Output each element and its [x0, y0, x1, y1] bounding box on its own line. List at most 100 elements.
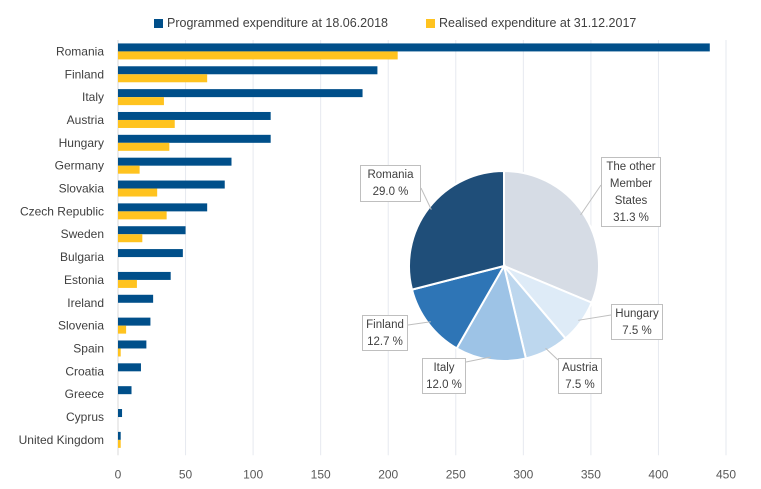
- bar-slovakia-realised: [118, 188, 158, 197]
- y-label-finland: Finland: [65, 67, 104, 81]
- pie-label-romania: Romania 29.0 %: [360, 165, 421, 202]
- pie-label-line: The other: [606, 161, 656, 173]
- pie-chart: [408, 169, 600, 362]
- bar-austria-realised: [118, 119, 175, 128]
- leader-line-hungary: [578, 314, 612, 321]
- legend: Programmed expenditure at 18.06.2018 Rea…: [0, 16, 761, 32]
- leader-line-italy: [465, 356, 491, 363]
- pie-slice-the-other-member-states: [503, 169, 600, 304]
- pie-label-line: Finland: [366, 319, 404, 331]
- bar-italy-realised: [118, 97, 164, 106]
- y-label-hungary: Hungary: [59, 136, 104, 150]
- pie-label-line: Austria: [562, 362, 598, 374]
- bar-slovenia-realised: [118, 325, 127, 334]
- y-label-sweden: Sweden: [61, 227, 104, 241]
- y-label-spain: Spain: [73, 341, 104, 355]
- bar-spain-programmed: [118, 340, 147, 349]
- bar-bulgaria-programmed: [118, 249, 183, 258]
- legend-swatch-programmed: [154, 18, 163, 28]
- leader-line-romania: [420, 187, 432, 210]
- pie-slice-finland: [410, 264, 507, 350]
- pie-label-line: 12.7 %: [367, 336, 403, 348]
- pie-label-hungary: Hungary 7.5 %: [611, 304, 663, 340]
- pie-label-line: 7.5 %: [565, 379, 595, 391]
- y-label-italy: Italy: [82, 90, 104, 104]
- bar-ireland-programmed: [118, 294, 154, 303]
- bar-italy-programmed: [118, 89, 363, 98]
- y-label-cyprus: Cyprus: [66, 410, 104, 424]
- pie-label-line: 7.5 %: [622, 325, 652, 337]
- x-tick-label: 450: [716, 467, 736, 481]
- bar-finland-realised: [118, 74, 208, 83]
- legend-item-programmed: Programmed expenditure at 18.06.2018: [154, 16, 388, 30]
- leader-line-austria: [545, 347, 559, 361]
- bar-cyprus-programmed: [118, 409, 123, 418]
- pie-leader-lines: [407, 184, 612, 363]
- bar-germany-realised: [118, 165, 140, 174]
- pie-label-austria: Austria 7.5 %: [558, 358, 602, 394]
- x-axis-ticks: 0 50 100 150 200 250 300 350 400 450: [115, 467, 737, 481]
- y-label-estonia: Estonia: [64, 273, 104, 287]
- bar-germany-programmed: [118, 157, 232, 166]
- pie-label-finland: Finland 12.7 %: [362, 315, 408, 351]
- y-label-croatia: Croatia: [65, 364, 104, 378]
- bar-estonia-programmed: [118, 271, 171, 280]
- pie-label-line: 31.3 %: [613, 212, 649, 224]
- x-tick-label: 400: [648, 467, 668, 481]
- y-label-slovenia: Slovenia: [58, 319, 104, 333]
- bar-romania-realised: [118, 51, 398, 60]
- pie-label-line: States: [614, 195, 648, 207]
- bar-czech-republic-programmed: [118, 203, 208, 212]
- pie-label-line: Romania: [367, 169, 414, 181]
- y-label-czech-republic: Czech Republic: [20, 204, 104, 218]
- legend-label-realised: Realised expenditure at 31.12.2017: [439, 16, 637, 30]
- y-label-bulgaria: Bulgaria: [60, 250, 104, 264]
- bar-slovakia-programmed: [118, 180, 225, 189]
- bars: [118, 43, 710, 448]
- legend-swatch-realised: [426, 18, 435, 28]
- bar-slovenia-programmed: [118, 317, 151, 326]
- pie-slice-romania: [408, 169, 505, 291]
- x-tick-label: 350: [581, 467, 601, 481]
- leader-line-finland: [407, 321, 431, 326]
- bar-croatia-programmed: [118, 363, 141, 372]
- bar-romania-programmed: [118, 43, 710, 52]
- bar-hungary-programmed: [118, 134, 271, 143]
- x-tick-label: 250: [446, 467, 466, 481]
- bar-estonia-realised: [118, 279, 137, 288]
- legend-label-programmed: Programmed expenditure at 18.06.2018: [167, 16, 388, 30]
- legend-item-realised: Realised expenditure at 31.12.2017: [426, 16, 636, 30]
- bar-czech-republic-realised: [118, 211, 167, 220]
- x-tick-label: 300: [513, 467, 533, 481]
- pie-label-the-other-member-states: The other Member States 31.3 %: [601, 157, 661, 227]
- bar-spain-realised: [118, 348, 121, 357]
- gridlines: [117, 40, 727, 456]
- y-label-austria: Austria: [67, 113, 105, 127]
- pie-label-line: 29.0 %: [372, 186, 409, 198]
- pie-label-line: Italy: [433, 362, 455, 374]
- x-tick-label: 150: [311, 467, 331, 481]
- x-tick-label: 100: [243, 467, 263, 481]
- bar-sweden-programmed: [118, 226, 186, 235]
- pie-label-line: Member: [609, 178, 653, 190]
- bar-united-kingdom-realised: [118, 439, 121, 448]
- pie-label-italy: Italy 12.0 %: [422, 358, 466, 394]
- y-label-germany: Germany: [55, 159, 104, 173]
- x-tick-label: 50: [179, 467, 193, 481]
- pie-label-line: 12.0 %: [426, 379, 462, 391]
- y-label-united-kingdom: United Kingdom: [19, 433, 104, 447]
- bar-united-kingdom-programmed: [118, 431, 121, 440]
- y-label-greece: Greece: [65, 387, 105, 401]
- y-label-romania: Romania: [56, 44, 104, 58]
- bar-finland-programmed: [118, 66, 378, 75]
- pie-label-line: Hungary: [615, 308, 659, 320]
- bar-hungary-realised: [118, 142, 170, 151]
- y-label-ireland: Ireland: [67, 296, 104, 310]
- y-label-slovakia: Slovakia: [59, 182, 105, 196]
- bar-austria-programmed: [118, 111, 271, 120]
- x-tick-label: 200: [378, 467, 398, 481]
- pie-slice-italy: [455, 263, 528, 362]
- y-axis-labels: Romania Finland Italy Austria Hungary Germany…: [19, 44, 105, 446]
- x-tick-label: 0: [115, 467, 122, 481]
